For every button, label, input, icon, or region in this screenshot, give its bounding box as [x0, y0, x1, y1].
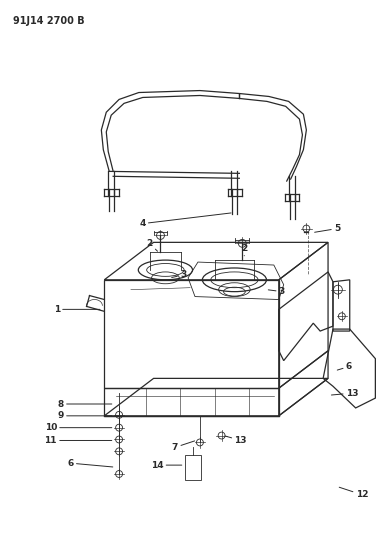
Text: 2: 2: [146, 239, 158, 251]
Text: 7: 7: [172, 441, 195, 452]
Text: 6: 6: [68, 458, 113, 467]
Text: 4: 4: [139, 213, 231, 228]
Text: 12: 12: [339, 487, 368, 499]
Text: 3: 3: [268, 287, 285, 296]
Text: 6: 6: [337, 362, 352, 371]
Text: 8: 8: [58, 400, 112, 408]
Text: 3: 3: [172, 270, 187, 279]
Text: 1: 1: [54, 305, 100, 314]
Text: 2: 2: [241, 244, 247, 256]
Text: 10: 10: [45, 423, 112, 432]
Text: 11: 11: [45, 436, 112, 445]
Text: 5: 5: [315, 224, 340, 233]
Text: 9: 9: [57, 411, 112, 421]
Text: 14: 14: [151, 461, 182, 470]
Text: 13: 13: [331, 389, 358, 398]
Text: 13: 13: [225, 436, 247, 445]
Text: 91J14 2700 B: 91J14 2700 B: [13, 15, 84, 26]
